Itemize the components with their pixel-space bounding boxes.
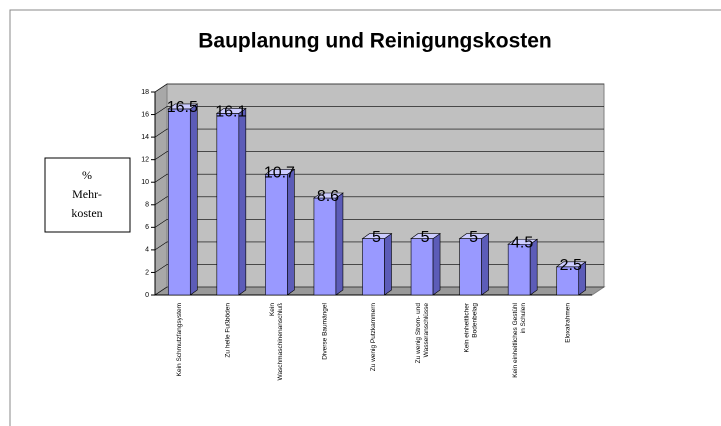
x-tick-label: Kein einheitliches Gestühl — [512, 302, 519, 377]
x-tick-label: Zu wenig Putzkammern — [370, 303, 377, 372]
x-tick-label: Kein — [269, 303, 276, 316]
chart-title: Bauplanung und Reinigungskosten — [198, 30, 552, 53]
y-label: Mehr- — [72, 187, 102, 201]
bar — [507, 243, 531, 296]
value-label: 5 — [372, 229, 381, 246]
value-label: 16.5 — [167, 99, 198, 116]
bar-top — [264, 169, 296, 175]
grid-line — [154, 196, 168, 206]
x-tick-label: Zu wenig Strom- und — [415, 303, 422, 364]
side-wall — [154, 83, 168, 296]
bar-side — [335, 192, 344, 296]
bar — [410, 238, 434, 296]
value-label: 8.6 — [317, 188, 339, 205]
grid-line — [154, 219, 168, 228]
grid-line — [154, 173, 168, 183]
value-label: 2.5 — [560, 257, 582, 274]
grid-line — [154, 286, 168, 296]
x-tick-label: Kein Schmutzfangsystem — [176, 303, 183, 376]
y-tick-label: 10 — [141, 179, 149, 186]
grid-line — [154, 151, 168, 160]
bar-top — [215, 108, 247, 114]
y-tick-label: 8 — [145, 202, 149, 209]
x-tick-label: in Schulen — [520, 303, 527, 334]
bar — [459, 238, 482, 296]
bar-side — [432, 233, 441, 296]
bar-side — [238, 107, 247, 296]
x-tick-label: Zu helle Fußböden — [225, 303, 232, 358]
value-label: 5 — [469, 229, 478, 246]
bar-top — [458, 233, 490, 239]
bar-side — [189, 103, 198, 296]
grid-line — [154, 106, 168, 115]
bar-top — [313, 192, 344, 199]
x-tick-label: Kein einheitlicher — [463, 302, 470, 352]
bar — [216, 113, 240, 296]
bar-side — [481, 233, 489, 296]
bar-top — [410, 233, 441, 239]
bar-top — [361, 233, 393, 239]
y-label-box — [44, 157, 131, 233]
y-tick-label: 4 — [145, 247, 149, 254]
grid-line — [154, 241, 168, 251]
x-tick-label: Wasseranschlüsse — [423, 303, 430, 358]
bar — [313, 197, 337, 296]
y-tick-label: 18 — [141, 89, 149, 96]
bar — [265, 174, 288, 296]
x-tick-label: Waschmaschinenanschluß — [277, 303, 284, 380]
grid-line — [154, 264, 168, 273]
y-label: % — [82, 168, 92, 182]
bar — [362, 238, 385, 296]
bar — [167, 108, 191, 296]
value-label: 10.7 — [264, 165, 295, 182]
bar-top — [507, 238, 539, 245]
value-label: 4.5 — [511, 234, 533, 251]
y-tick-label: 16 — [141, 111, 149, 118]
value-label: 16.1 — [215, 104, 246, 121]
x-tick-label: Eloxalrahmen — [564, 303, 571, 343]
bar-top — [167, 103, 199, 110]
x-tick-label: Bodenbelag — [471, 303, 478, 338]
y-label: kosten — [71, 206, 102, 220]
y-tick-label: 2 — [145, 269, 149, 276]
y-tick-label: 0 — [145, 292, 149, 299]
grid-line — [154, 83, 168, 93]
y-tick-label: 12 — [141, 157, 149, 164]
x-tick-label: Diverse Baumängel — [322, 302, 329, 359]
bar-side — [287, 168, 295, 296]
value-label: 5 — [421, 229, 430, 246]
y-tick-label: 14 — [141, 134, 149, 141]
bar-top — [555, 261, 587, 268]
bar-side — [384, 233, 392, 296]
y-tick-label: 6 — [145, 224, 149, 231]
grid-line — [154, 128, 168, 138]
